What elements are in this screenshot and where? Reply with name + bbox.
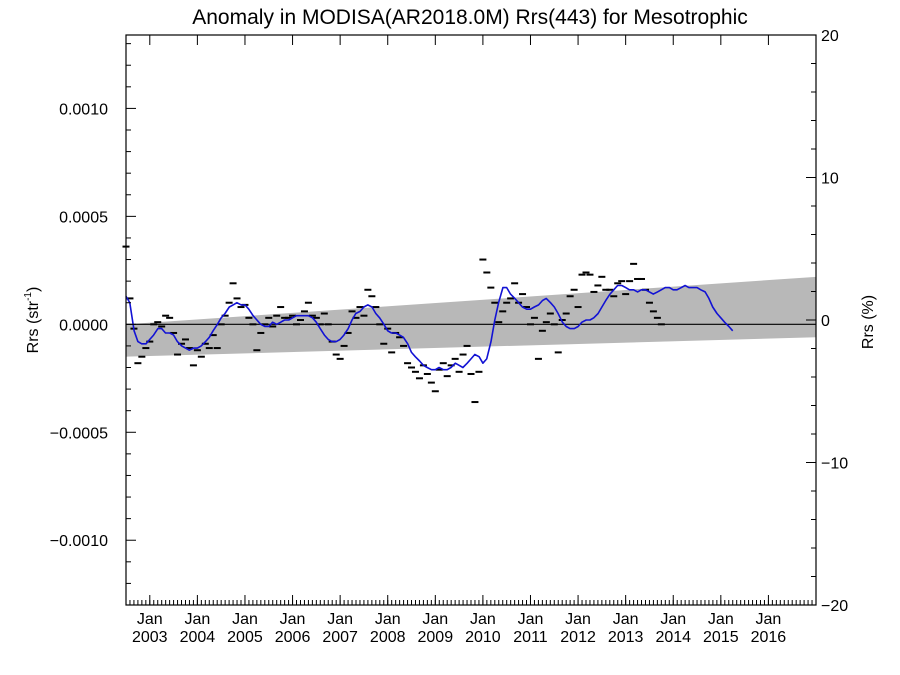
left-tick-label: 0.0000 [59,317,108,334]
x-tick-month-label: Jan [327,611,353,628]
x-tick-year-label: 2003 [132,629,168,646]
x-tick-month-label: Jan [518,611,544,628]
x-tick-year-label: 2007 [322,629,358,646]
x-tick-month-label: Jan [660,611,686,628]
x-tick-month-label: Jan [137,611,163,628]
left-axis-label-superscript: -1 [23,292,34,301]
plot-area [122,245,816,404]
x-tick-year-label: 2012 [560,629,596,646]
left-axis-label: Rrs (str-1) [23,287,42,354]
left-axis-label-main: Rrs (str [25,300,42,353]
right-tick-label: −20 [821,598,848,615]
x-tick-month-label: Jan [184,611,210,628]
x-tick-year-label: 2015 [703,629,739,646]
left-y-axis: 0.0010 0.0005 0.0000 −0.0005 −0.0010 [50,43,136,584]
x-tick-year-label: 2011 [513,629,548,646]
right-y-axis: 20 10 0 −10 −20 [806,28,848,615]
smoothed-series-line [125,284,734,371]
x-tick-month-label: Jan [756,611,782,628]
left-tick-label: 0.0005 [59,209,108,226]
right-tick-label: 20 [821,28,839,45]
left-axis-label-close: ) [25,287,42,292]
x-tick-month-label: Jan [613,611,639,628]
right-tick-label: 0 [821,313,830,330]
x-tick-year-label: 2008 [370,629,406,646]
x-tick-month-label: Jan [422,611,448,628]
x-tick-year-label: 2006 [275,629,311,646]
x-axis: Jan2003Jan2004Jan2005Jan2006Jan2007Jan20… [125,35,817,646]
x-tick-year-label: 2009 [418,629,454,646]
x-tick-month-label: Jan [565,611,591,628]
right-axis-label: Rrs (%) [860,295,877,349]
x-tick-month-label: Jan [232,611,258,628]
x-tick-month-label: Jan [280,611,306,628]
x-tick-year-label: 2016 [751,629,787,646]
x-tick-year-label: 2013 [608,629,644,646]
x-tick-month-label: Jan [708,611,734,628]
x-tick-month-label: Jan [470,611,496,628]
left-tick-label: −0.0005 [50,425,108,442]
x-tick-year-label: 2014 [655,629,691,646]
x-tick-year-label: 2004 [180,629,216,646]
x-tick-year-label: 2010 [465,629,501,646]
chart-title: Anomaly in MODISA(AR2018.0M) Rrs(443) fo… [192,6,748,29]
trend-band [126,276,816,357]
x-tick-year-label: 2005 [227,629,263,646]
left-tick-label: 0.0010 [59,101,108,118]
right-tick-label: 10 [821,171,839,188]
x-tick-month-label: Jan [375,611,401,628]
right-tick-label: −10 [821,456,848,473]
left-tick-label: −0.0010 [50,533,108,550]
